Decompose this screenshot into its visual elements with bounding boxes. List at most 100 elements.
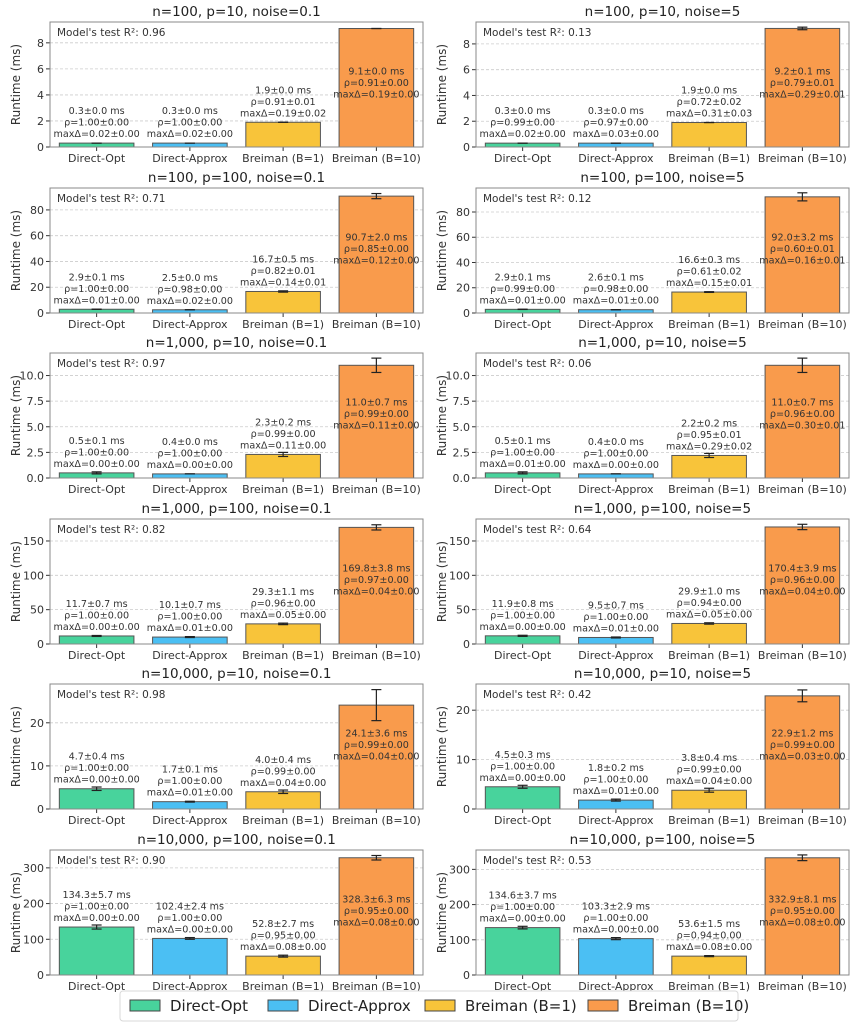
bar-breiman-b-1- xyxy=(245,791,321,810)
x-tick-label: Breiman (B=1) xyxy=(668,814,750,827)
bar-annotation: ρ=0.94±0.00 xyxy=(677,598,742,609)
bar-annotation: maxΔ=0.01±0.00 xyxy=(53,295,139,306)
bar-annotation: ρ=0.91±0.00 xyxy=(344,78,409,89)
bar-annotation: 1.9±0.0 ms xyxy=(255,85,311,96)
bar-annotation: ρ=1.00±0.00 xyxy=(490,902,555,913)
y-axis-label: Runtime (ms) xyxy=(9,210,23,291)
bar-annotation: maxΔ=0.29±0.02 xyxy=(666,441,752,452)
bar-annotation: ρ=0.94±0.00 xyxy=(677,931,742,942)
bar-annotation: 92.0±3.2 ms xyxy=(771,233,833,244)
bar-annotation: maxΔ=0.02±0.00 xyxy=(53,129,139,140)
x-tick-label: Direct-Opt xyxy=(494,152,552,165)
bar-annotation: ρ=0.85±0.00 xyxy=(344,244,409,255)
y-tick-label: 50 xyxy=(456,604,470,617)
x-tick-label: Direct-Opt xyxy=(68,980,126,993)
bar-annotation: ρ=0.91±0.01 xyxy=(251,97,316,108)
y-axis-label: Runtime (ms) xyxy=(9,44,23,125)
y-axis-label: Runtime (ms) xyxy=(435,872,449,953)
y-axis-label: Runtime (ms) xyxy=(9,375,23,456)
legend-swatch xyxy=(129,999,161,1012)
panel-5: n=1,000, p=10, noise=0.1 0.0 2.5 5.0 7.5 10.0… xyxy=(9,335,424,496)
r2-label: Model's test R²: 0.12 xyxy=(483,193,591,205)
panel-title: n=1,000, p=100, noise=0.1 xyxy=(141,501,331,517)
bar-annotation: 3.8±0.4 ms xyxy=(681,753,737,764)
y-tick-label: 150 xyxy=(23,535,44,548)
x-tick-label: Direct-Opt xyxy=(494,814,552,827)
r2-label: Model's test R²: 0.42 xyxy=(483,689,591,701)
bar-annotation: 0.3±0.0 ms xyxy=(162,106,218,117)
bar-annotation: maxΔ=0.04±0.00 xyxy=(333,752,419,763)
r2-label: Model's test R²: 0.82 xyxy=(57,524,165,536)
x-tick-label: Breiman (B=10) xyxy=(332,152,421,165)
bar-annotation: 332.9±8.1 ms xyxy=(768,895,836,906)
x-tick-label: Breiman (B=1) xyxy=(242,814,324,827)
bar-annotation: maxΔ=0.01±0.00 xyxy=(573,623,659,634)
y-tick-label: 10 xyxy=(456,754,470,767)
bar-annotation: 11.9±0.8 ms xyxy=(492,599,554,610)
bar-annotation: 11.7±0.7 ms xyxy=(66,599,128,610)
y-tick-label: 2 xyxy=(37,115,44,128)
y-tick-label: 20 xyxy=(30,717,44,730)
y-axis-label: Runtime (ms) xyxy=(435,706,449,787)
bar-annotation: maxΔ=0.00±0.00 xyxy=(479,773,565,784)
panel-12: n=10,000, p=100, noise=5 0 100 200 300Runtim… xyxy=(435,832,850,993)
r2-label: Model's test R²: 0.96 xyxy=(57,27,166,39)
bar-annotation: maxΔ=0.00±0.00 xyxy=(573,925,659,936)
bar-annotation: maxΔ=0.00±0.00 xyxy=(479,914,565,925)
bar-annotation: maxΔ=0.00±0.00 xyxy=(53,775,139,786)
bar-annotation: ρ=0.99±0.00 xyxy=(344,409,409,420)
bar-annotation: maxΔ=0.03±0.00 xyxy=(573,129,659,140)
bar-annotation: ρ=1.00±0.00 xyxy=(583,612,648,623)
x-tick-label: Breiman (B=10) xyxy=(332,814,421,827)
bar-direct-approx xyxy=(578,473,654,479)
bar-annotation: maxΔ=0.11±0.00 xyxy=(333,421,419,432)
y-axis-label: Runtime (ms) xyxy=(9,872,23,953)
bar-annotation: maxΔ=0.15±0.01 xyxy=(666,278,752,289)
y-tick-label: 8 xyxy=(37,37,44,50)
bar-annotation: 2.9±0.1 ms xyxy=(69,272,125,283)
bar-annotation: 53.6±1.5 ms xyxy=(678,919,740,930)
panel-title: n=100, p=100, noise=5 xyxy=(580,170,744,186)
bar-annotation: ρ=0.60±0.01 xyxy=(770,244,835,255)
x-tick-label: Direct-Approx xyxy=(578,152,654,165)
axes-frame xyxy=(475,352,850,479)
bar-annotation: ρ=0.95±0.00 xyxy=(770,906,835,917)
bar-annotation: maxΔ=0.05±0.00 xyxy=(666,609,752,620)
y-tick-label: 100 xyxy=(449,569,470,582)
x-tick-label: Breiman (B=1) xyxy=(242,318,324,331)
bar-direct-opt xyxy=(58,635,135,645)
x-tick-label: Breiman (B=1) xyxy=(242,980,324,993)
axes-frame xyxy=(475,21,850,148)
y-axis-label: Runtime (ms) xyxy=(9,541,23,622)
bar-annotation: 11.0±0.7 ms xyxy=(345,398,407,409)
y-tick-label: 10.0 xyxy=(20,370,45,383)
bar-direct-approx xyxy=(152,801,228,810)
panel-8: n=1,000, p=100, noise=5 0 50 100 150Runtime … xyxy=(435,501,850,662)
panel-10: n=10,000, p=10, noise=5 0 10 20 Runtime (ms)… xyxy=(435,666,850,827)
axes-frame xyxy=(475,849,850,976)
axes-frame xyxy=(475,518,850,645)
bar-annotation: 24.1±3.6 ms xyxy=(345,729,407,740)
r2-label: Model's test R²: 0.53 xyxy=(483,855,591,867)
bar-breiman-b-10- xyxy=(764,364,841,479)
y-tick-label: 20 xyxy=(30,281,44,294)
axes-frame xyxy=(49,352,424,479)
bar-annotation: ρ=0.72±0.02 xyxy=(677,97,742,108)
bar-breiman-b-1- xyxy=(245,623,321,645)
bar-annotation: 0.4±0.0 ms xyxy=(162,437,218,448)
x-tick-label: Direct-Opt xyxy=(494,980,552,993)
bar-annotation: maxΔ=0.04±0.00 xyxy=(666,776,752,787)
bar-annotation: 170.4±3.9 ms xyxy=(768,564,836,575)
y-tick-label: 4 xyxy=(463,89,470,102)
panel-title: n=100, p=100, noise=0.1 xyxy=(148,170,325,186)
bar-annotation: ρ=0.95±0.00 xyxy=(251,931,316,942)
bar-annotation: maxΔ=0.04±0.00 xyxy=(759,587,845,598)
bar-annotation: maxΔ=0.01±0.00 xyxy=(573,296,659,307)
bar-annotation: maxΔ=0.03±0.00 xyxy=(759,752,845,763)
y-tick-label: 0.0 xyxy=(27,472,45,485)
x-tick-label: Breiman (B=1) xyxy=(668,318,750,331)
legend-entry: Direct-Opt xyxy=(170,997,248,1015)
panel-3: n=100, p=100, noise=0.1 0 20 40 60 80 Runtime … xyxy=(9,170,424,331)
bar-annotation: 1.7±0.1 ms xyxy=(162,765,218,776)
bar-breiman-b-10- xyxy=(764,857,841,976)
